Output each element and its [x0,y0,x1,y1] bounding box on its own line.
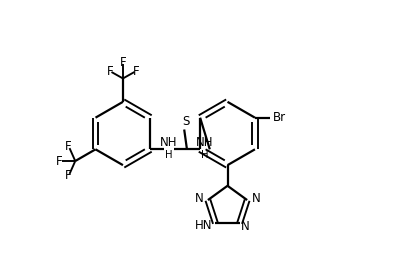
Text: N: N [252,192,260,205]
Text: F: F [56,155,63,168]
Text: F: F [65,140,72,153]
Text: N: N [241,220,250,233]
Text: N: N [194,192,203,205]
Text: NH: NH [160,136,178,149]
Text: HN: HN [194,219,212,232]
Text: F: F [107,65,113,78]
Text: Br: Br [272,111,286,124]
Text: H: H [165,150,173,160]
Text: F: F [132,65,139,78]
Text: F: F [65,169,72,182]
Text: NH: NH [196,136,214,149]
Text: S: S [182,115,189,128]
Text: F: F [120,56,126,69]
Text: H: H [201,150,208,160]
